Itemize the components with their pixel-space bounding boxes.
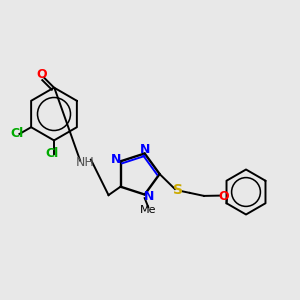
Text: O: O [218, 190, 229, 203]
Text: O: O [36, 68, 47, 82]
Text: N: N [144, 190, 154, 202]
Text: Cl: Cl [11, 128, 24, 140]
Text: NH: NH [76, 155, 95, 169]
Text: S: S [173, 184, 184, 197]
Text: Me: Me [140, 205, 157, 215]
Text: N: N [140, 143, 150, 156]
Text: N: N [111, 153, 121, 166]
Text: Cl: Cl [46, 147, 59, 161]
